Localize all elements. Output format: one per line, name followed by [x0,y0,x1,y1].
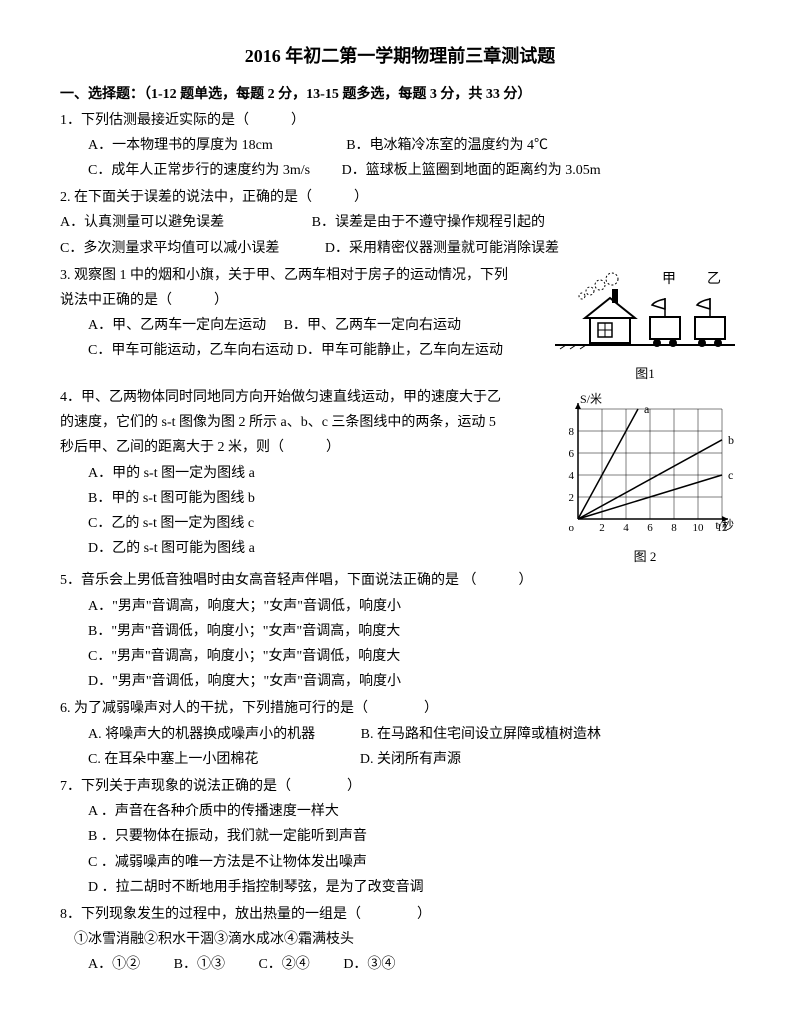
svg-text:a: a [644,402,650,416]
svg-text:t/秒: t/秒 [715,518,734,532]
q8-opt-d: D．③④ [343,957,395,972]
q8-opt-b: B．①③ [174,957,225,972]
svg-text:2: 2 [599,522,605,534]
q7-opt-b: B ．只要物体在振动，我们就一定能听到声音 [88,824,740,849]
svg-text:o: o [569,522,575,534]
q6-options: A. 将噪声大的机器换成噪声小的机器 B. 在马路和住宅间设立屏障或植树造林 C… [60,722,740,772]
q8-stem: 8．下列现象发生的过程中，放出热量的一组是（ ） [60,902,740,927]
q4-stem: 4．甲、乙两物体同时同地同方向开始做匀速直线运动，甲的速度大于乙的速度，它们的 … [60,385,510,461]
q8-opt-c: C．②④ [258,957,309,972]
q6-opt-a: A. 将噪声大的机器换成噪声小的机器 [88,727,315,742]
fig1-label-jia: 甲 [662,272,676,287]
q1-options: A．一本物理书的厚度为 18cm B．电冰箱冷冻室的温度约为 4℃ C．成年人正… [60,133,740,183]
question-2: 2. 在下面关于误差的说法中，正确的是（ ） A．认真测量可以避免误差 B．误差… [60,185,740,261]
q5-opt-c: C．"男声"音调高，响度小；"女声"音调低，响度大 [88,644,740,669]
svg-text:S/米: S/米 [580,392,602,406]
q2-stem: 2. 在下面关于误差的说法中，正确的是（ ） [60,185,740,210]
question-7: 7．下列关于声现象的说法正确的是（ ） A ．声音在各种介质中的传播速度一样大 … [60,774,740,900]
q1-stem: 1．下列估测最接近实际的是（ ） [60,108,740,133]
q6-opt-c: C. 在耳朵中塞上一小团棉花 [88,752,258,767]
q7-opt-c: C ．减弱噪声的唯一方法是不让物体发出噪声 [88,850,740,875]
fig2-svg: 246824681012oS/米t/秒abc [550,391,740,541]
q5-stem: 5．音乐会上男低音独唱时由女高音轻声伴唱，下面说法正确的是 （ ） [60,568,740,593]
q3-stem: 3. 观察图 1 中的烟和小旗，关于甲、乙两车相对于房子的运动情况，下列说法中正… [60,263,520,313]
q3-opt-c: C．甲车可能运动，乙车向右运动 [88,343,293,358]
q7-options: A ．声音在各种介质中的传播速度一样大 B ．只要物体在振动，我们就一定能听到声… [60,799,740,900]
q2-opt-a: A．认真测量可以避免误差 [60,215,224,230]
q1-opt-d: D．篮球板上篮圈到地面的距离约为 3.05m [342,163,601,178]
page-title: 2016 年初二第一学期物理前三章测试题 [60,40,740,72]
svg-text:6: 6 [647,522,653,534]
q3-opt-d: D．甲车可能静止，乙车向左运动 [297,343,503,358]
q2-opt-c: C．多次测量求平均值可以减小误差 [60,241,279,256]
q6-opt-d: D. 关闭所有声源 [360,752,461,767]
q5-opt-b: B．"男声"音调低，响度小；"女声"音调高，响度大 [88,619,740,644]
fig1-caption: 图1 [550,362,740,385]
svg-text:10: 10 [693,522,705,534]
fig1-label-yi: 乙 [707,271,721,287]
q5-options: A．"男声"音调高，响度大；"女声"音调低，响度小 B．"男声"音调低，响度小；… [60,594,740,695]
q7-opt-d: D ．拉二胡时不断地用手指控制琴弦，是为了改变音调 [88,875,740,900]
svg-text:4: 4 [623,522,629,534]
figure-1: 甲 乙 图1 [550,263,740,385]
q6-stem: 6. 为了减弱噪声对人的干扰，下列措施可行的是（ ） [60,696,740,721]
q1-opt-c: C．成年人正常步行的速度约为 3m/s [88,163,310,178]
q3-options: A．甲、乙两车一定向左运动 B．甲、乙两车一定向右运动 C．甲车可能运动，乙车向… [60,313,548,363]
q8-options: A．①② B．①③ C．②④ D．③④ [60,952,740,977]
q2-row1: A．认真测量可以避免误差 B．误差是由于不遵守操作规程引起的 [60,210,740,235]
q8-sub: ①冰雪消融②积水干涸③滴水成冰④霜满枝头 [60,927,740,952]
q1-opt-b: B．电冰箱冷冻室的温度约为 4℃ [346,138,548,153]
fig1-svg: 甲 乙 [550,263,740,358]
q2-opt-d: D．采用精密仪器测量就可能消除误差 [325,241,559,256]
svg-text:8: 8 [569,426,575,438]
q8-opt-a: A．①② [88,957,140,972]
q5-opt-d: D．"男声"音调低，响度大；"女声"音调高，响度小 [88,669,740,694]
q2-opt-b: B．误差是由于不遵守操作规程引起的 [312,215,545,230]
q1-opt-a: A．一本物理书的厚度为 18cm [88,138,273,153]
svg-text:2: 2 [569,492,575,504]
question-6: 6. 为了减弱噪声对人的干扰，下列措施可行的是（ ） A. 将噪声大的机器换成噪… [60,696,740,772]
q3-opt-b: B．甲、乙两车一定向右运动 [284,318,461,333]
svg-text:6: 6 [569,448,575,460]
q7-opt-a: A ．声音在各种介质中的传播速度一样大 [88,799,740,824]
q5-opt-a: A．"男声"音调高，响度大；"女声"音调低，响度小 [88,594,740,619]
figure-2: 246824681012oS/米t/秒abc 图 2 [550,391,740,568]
svg-text:b: b [728,433,734,447]
q2-row2: C．多次测量求平均值可以减小误差 D．采用精密仪器测量就可能消除误差 [60,236,740,261]
question-1: 1．下列估测最接近实际的是（ ） A．一本物理书的厚度为 18cm B．电冰箱冷… [60,108,740,184]
q3-opt-a: A．甲、乙两车一定向左运动 [88,318,266,333]
question-8: 8．下列现象发生的过程中，放出热量的一组是（ ） ①冰雪消融②积水干涸③滴水成冰… [60,902,740,978]
svg-text:8: 8 [671,522,677,534]
svg-text:4: 4 [569,470,575,482]
question-5: 5．音乐会上男低音独唱时由女高音轻声伴唱，下面说法正确的是 （ ） A．"男声"… [60,568,740,694]
q6-opt-b: B. 在马路和住宅间设立屏障或植树造林 [361,727,601,742]
svg-text:c: c [728,468,733,482]
fig2-caption: 图 2 [550,545,740,568]
section-header: 一、选择题：（1-12 题单选，每题 2 分，13-15 题多选，每题 3 分，… [60,82,740,107]
q7-stem: 7．下列关于声现象的说法正确的是（ ） [60,774,740,799]
